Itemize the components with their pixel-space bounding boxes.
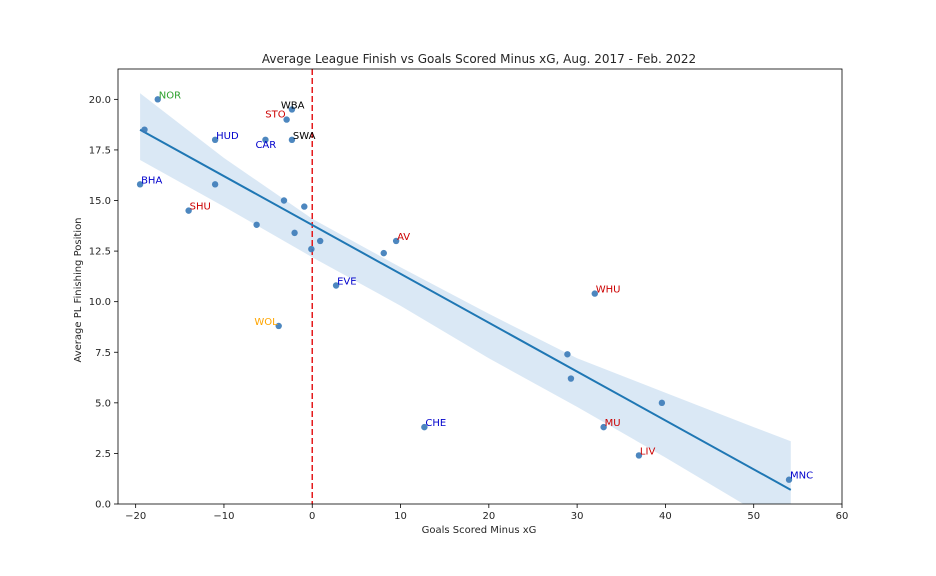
point-label: MNC (790, 471, 813, 482)
regression-line (139, 128, 792, 491)
data-point (392, 237, 400, 245)
y-tick-label: 5.0 (95, 398, 111, 409)
y-axis: 0.0 2.5 5.0 7.5 10.0 12.5 15.0 17.5 20.0 (89, 95, 118, 511)
data-point (301, 203, 308, 210)
data-point (380, 249, 387, 257)
data-point (136, 181, 144, 188)
point-label: CHE (425, 418, 446, 429)
plot-frame (117, 68, 843, 505)
plot-area (136, 69, 793, 504)
point-label: SWA (293, 131, 316, 142)
point-label: SHU (190, 202, 211, 213)
point-label: CAR (255, 140, 276, 151)
data-point (288, 136, 296, 144)
point-label: HUD (216, 131, 239, 142)
point-label: WBA (281, 100, 305, 111)
x-tick-label: −10 (213, 511, 234, 522)
data-point (211, 181, 219, 188)
data-point (591, 290, 598, 297)
x-tick-label: 40 (659, 511, 672, 522)
data-point (291, 229, 298, 237)
data-point (288, 106, 296, 113)
data-point (253, 221, 260, 228)
x-tick-label: −20 (125, 511, 146, 522)
point-label: NOR (159, 90, 181, 101)
y-tick-label: 2.5 (95, 449, 111, 460)
y-tick-label: 15.0 (89, 196, 111, 207)
point-label: STO (265, 110, 285, 121)
x-axis-label: Goals Scored Minus xG (422, 525, 537, 536)
data-point (185, 207, 192, 214)
data-point (658, 399, 666, 407)
data-point (332, 282, 340, 289)
y-tick-label: 7.5 (95, 348, 111, 359)
x-tick-label: 0 (309, 511, 315, 522)
data-point (421, 423, 428, 431)
chart-title: Average League Finish vs Goals Scored Mi… (262, 52, 696, 66)
data-point (275, 322, 282, 330)
y-tick-label: 0.0 (95, 500, 111, 511)
data-point (567, 375, 575, 382)
y-tick-label: 17.5 (89, 145, 111, 156)
point-label: MU (605, 418, 621, 429)
point-label: EVE (337, 276, 356, 287)
x-tick-label: 50 (747, 511, 760, 522)
x-tick-label: 20 (482, 511, 495, 522)
y-tick-label: 10.0 (89, 297, 111, 308)
data-point (308, 245, 315, 253)
data-point (785, 476, 793, 483)
y-axis-label: Average PL Finishing Position (73, 217, 84, 362)
data-point (280, 197, 288, 204)
confidence-band (140, 93, 791, 504)
data-point (154, 96, 161, 103)
y-tick-label: 12.5 (89, 247, 111, 258)
x-tick-label: 60 (836, 511, 849, 522)
data-point (141, 126, 148, 133)
x-tick-label: 30 (571, 511, 584, 522)
point-label: WHU (596, 285, 621, 296)
data-point (600, 423, 607, 431)
point-label: AV (397, 232, 410, 243)
data-point (283, 116, 290, 123)
data-point (316, 237, 324, 245)
data-point (262, 136, 269, 144)
x-tick-label: 10 (394, 511, 407, 522)
point-label: LIV (640, 446, 656, 457)
point-label: BHA (141, 175, 162, 186)
data-point (211, 136, 219, 144)
data-point (564, 351, 571, 358)
data-point (635, 452, 643, 459)
y-tick-label: 20.0 (89, 95, 111, 106)
point-label: WOL (254, 317, 278, 328)
x-axis: −20 −10 0 10 20 30 40 50 60 (125, 504, 848, 522)
